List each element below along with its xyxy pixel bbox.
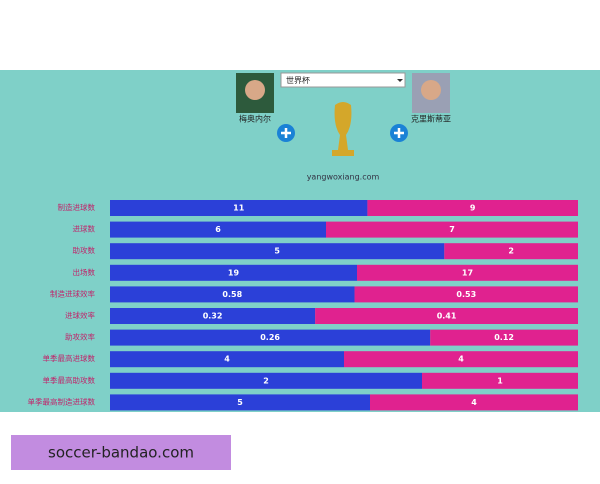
value-label: 6 bbox=[215, 225, 221, 234]
bar-segment bbox=[110, 394, 370, 411]
plus bbox=[281, 128, 291, 138]
bar-segment bbox=[110, 200, 368, 216]
category-label: 助攻效率 bbox=[65, 332, 95, 342]
value-label: 4 bbox=[458, 355, 464, 364]
bar-segment bbox=[344, 351, 578, 368]
bar-segment bbox=[110, 286, 355, 303]
bar-segment bbox=[110, 264, 357, 281]
dropdown-value: 世界杯 bbox=[286, 75, 310, 85]
bar-segment bbox=[430, 329, 578, 346]
value-label: 0.26 bbox=[260, 333, 280, 342]
value-label: 0.53 bbox=[456, 290, 476, 299]
bar-segment bbox=[110, 372, 422, 389]
value-label: 2 bbox=[508, 247, 514, 256]
value-label: 4 bbox=[471, 398, 477, 407]
category-label: 制造进球效率 bbox=[50, 288, 95, 298]
bar-segment bbox=[110, 221, 326, 238]
source: yangwoxiang.com bbox=[307, 173, 380, 182]
value-label: 5 bbox=[274, 247, 280, 256]
bar-segment bbox=[110, 308, 316, 324]
value-label: 7 bbox=[449, 225, 455, 234]
bar-segment bbox=[110, 243, 445, 260]
value-label: 0.41 bbox=[437, 312, 457, 321]
face bbox=[245, 80, 265, 100]
value-label: 5 bbox=[237, 398, 243, 407]
value-label: 11 bbox=[233, 204, 245, 213]
category-label: 出场数 bbox=[73, 267, 96, 277]
watermark: soccer-bandao.com bbox=[48, 444, 194, 462]
value-label: 0.32 bbox=[203, 312, 223, 321]
bar-segment bbox=[326, 221, 578, 238]
bar-segment bbox=[110, 329, 431, 346]
value-label: 0.58 bbox=[222, 290, 242, 299]
plus bbox=[394, 128, 404, 138]
bar-segment bbox=[354, 286, 578, 303]
category-label: 单季最高助攻数 bbox=[43, 375, 96, 385]
bar-segment bbox=[444, 243, 578, 260]
bar-segment bbox=[370, 394, 578, 411]
bar-segment bbox=[357, 264, 578, 281]
player-name: 梅奥内尔 bbox=[239, 114, 271, 124]
value-label: 17 bbox=[462, 268, 473, 277]
category-label: 制造进球数 bbox=[58, 202, 96, 212]
category-label: 单季最高制造进球数 bbox=[28, 396, 96, 406]
face bbox=[421, 80, 441, 100]
dropdown-arrow bbox=[397, 79, 403, 82]
watermark-box bbox=[11, 435, 231, 470]
value-label: 9 bbox=[470, 204, 476, 213]
category-label: 进球效率 bbox=[65, 310, 95, 320]
dropdown[interactable] bbox=[280, 72, 406, 88]
category-label: 助攻数 bbox=[73, 245, 96, 255]
category-label: 进球数 bbox=[73, 224, 96, 234]
value-label: 19 bbox=[228, 268, 240, 277]
value-label: 4 bbox=[224, 355, 230, 364]
value-label: 0.12 bbox=[494, 333, 514, 342]
bar-segment bbox=[367, 200, 578, 216]
player-name: 克里斯蒂亚 bbox=[411, 114, 451, 124]
category-label: 单季最高进球数 bbox=[43, 353, 96, 363]
value-label: 1 bbox=[497, 376, 503, 385]
bar-segment bbox=[110, 351, 344, 368]
bar-segment bbox=[422, 372, 578, 389]
bar-segment bbox=[315, 308, 578, 324]
trophy bbox=[332, 102, 354, 156]
value-label: 2 bbox=[263, 376, 269, 385]
